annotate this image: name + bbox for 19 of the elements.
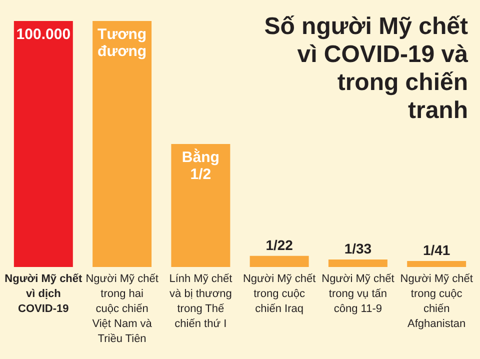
bar: [171, 144, 230, 267]
x-tick-label: Người Mỹ chết vì dịch COVID-19: [4, 273, 83, 315]
data-label: Bằng 1/2: [182, 148, 220, 183]
bar: [328, 260, 388, 267]
x-tick-label: Lính Mỹ chết và bị thương trong Thế chiến thứ I: [169, 273, 232, 330]
text: Số người Mỹ chết vì COVID-19 và trong chiến tranh: [264, 13, 469, 124]
bar: [407, 261, 466, 267]
x-tick-label: Người Mỹ chết trong hai cuộc chiến Việt Nam và Triều Tiên: [86, 273, 158, 345]
bar: [14, 21, 73, 267]
data-label: 1/33: [344, 240, 372, 257]
bar: [92, 21, 152, 267]
data-label: 100.000: [16, 26, 71, 43]
x-tick-label: Người Mỹ chết trong cuộc chiến Iraq: [242, 273, 316, 315]
bar: [250, 256, 309, 267]
x-tick-label: Người Mỹ chết trong cuộc chiến Afghanistan: [400, 273, 473, 330]
data-label: 1/41: [422, 242, 450, 258]
data-label: Tương đương: [98, 26, 147, 60]
data-label: 1/22: [266, 236, 294, 253]
x-tick-label: Người Mỹ chết trong vụ tấn công 11-9: [322, 273, 394, 315]
